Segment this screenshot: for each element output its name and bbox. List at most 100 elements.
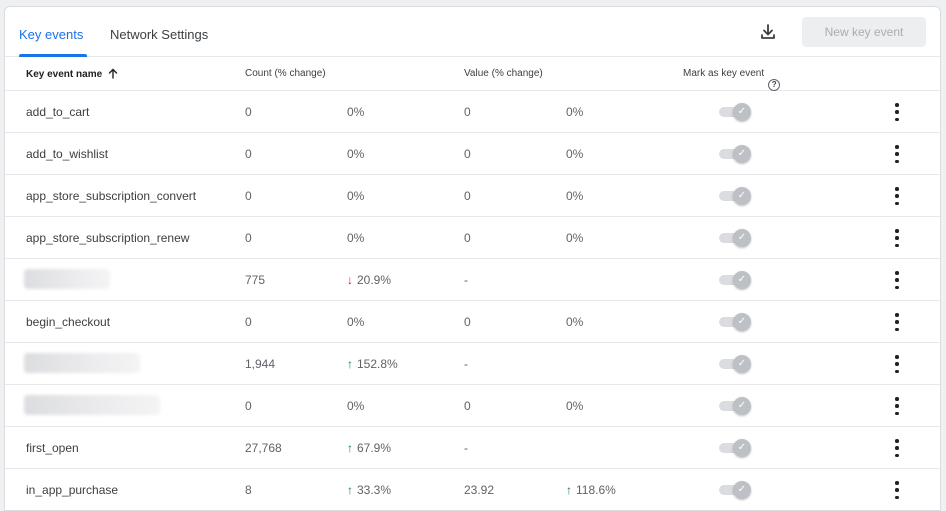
value-change-text: 118.6% [576,483,616,497]
count-change: ↓ 20.9% [347,273,391,287]
event-value: 0 [464,189,471,203]
check-icon: ✓ [733,103,751,121]
check-icon: ✓ [733,187,751,205]
tab-network-settings[interactable]: Network Settings [110,27,208,42]
arrow-up-icon [108,68,118,79]
redacted-event-name [24,269,110,289]
trend-up-icon: ↑ [347,357,353,371]
mark-as-key-event-toggle[interactable]: ✓ [719,145,751,163]
table-row[interactable]: in_app_purchase 8 ↑ 33.3% 23.92 ↑ 118.6% ✓ [5,469,940,510]
table-header: Key event name Count (% change) Value (%… [5,57,940,91]
more-vert-icon[interactable] [890,187,904,205]
trend-up-icon: ↑ [347,441,353,455]
more-vert-icon[interactable] [890,313,904,331]
count-change-text: 67.9% [357,441,392,455]
more-vert-icon[interactable] [890,355,904,373]
event-value: 0 [464,147,471,161]
mark-as-key-event-toggle[interactable]: ✓ [719,229,751,247]
tab-key-events[interactable]: Key events [19,27,87,57]
event-value: - [464,357,468,371]
new-key-event-button[interactable]: New key event [802,17,926,47]
trend-up-icon: ↑ [566,483,572,497]
mark-as-key-event-toggle[interactable]: ✓ [719,187,751,205]
mark-as-key-event-toggle[interactable]: ✓ [719,397,751,415]
mark-as-key-event-toggle[interactable]: ✓ [719,481,751,499]
mark-as-key-event-toggle[interactable]: ✓ [719,313,751,331]
mark-as-key-event-toggle[interactable]: ✓ [719,103,751,121]
event-value: 23.92 [464,483,495,497]
event-name: add_to_cart [26,105,90,119]
active-tab-indicator [19,54,87,57]
count-change-text: 20.9% [357,273,392,287]
check-icon: ✓ [733,355,751,373]
event-value: 0 [464,105,471,119]
event-count: 0 [245,189,252,203]
check-icon: ✓ [733,481,751,499]
event-value: 0 [464,315,471,329]
count-change: 0% [347,399,365,413]
column-header-name[interactable]: Key event name [26,68,118,80]
table-row[interactable]: app_store_subscription_convert 0 0% 0 0% ✓ [5,175,940,217]
event-name: add_to_wishlist [26,147,109,161]
mark-as-key-event-toggle[interactable]: ✓ [719,271,751,289]
redacted-event-name [24,395,160,415]
count-change-text: 152.8% [357,357,398,371]
check-icon: ✓ [733,145,751,163]
count-change: ↑ 67.9% [347,441,391,455]
table-row[interactable]: first_open 27,768 ↑ 67.9% - ✓ [5,427,940,469]
more-vert-icon[interactable] [890,481,904,499]
table-row[interactable]: 0 0% 0 0% ✓ [5,385,940,427]
count-change: 0% [347,147,365,161]
table-row[interactable]: 1,944 ↑ 152.8% - ✓ [5,343,940,385]
value-change: 0% [566,231,584,245]
check-icon: ✓ [733,313,751,331]
event-count: 0 [245,105,252,119]
check-icon: ✓ [733,439,751,457]
trend-up-icon: ↑ [347,483,353,497]
column-header-mark: Mark as key event? [683,68,781,91]
more-vert-icon[interactable] [890,397,904,415]
value-change: 0% [566,315,584,329]
table-row[interactable]: app_store_subscription_renew 0 0% 0 0% ✓ [5,217,940,259]
event-value: - [464,273,468,287]
download-icon[interactable] [757,21,779,43]
check-icon: ✓ [733,271,751,289]
value-change: 0% [566,399,584,413]
check-icon: ✓ [733,229,751,247]
event-value: 0 [464,231,471,245]
table-row[interactable]: add_to_cart 0 0% 0 0% ✓ [5,91,940,133]
more-vert-icon[interactable] [890,103,904,121]
event-name: in_app_purchase [26,483,119,497]
event-count: 0 [245,315,252,329]
value-change: 0% [566,189,584,203]
event-name: app_store_subscription_convert [26,189,197,203]
help-circle-icon[interactable]: ? [768,79,781,91]
column-header-name-label: Key event name [26,69,103,80]
event-value: - [464,441,468,455]
mark-as-key-event-toggle[interactable]: ✓ [719,439,751,457]
more-vert-icon[interactable] [890,271,904,289]
mark-as-key-event-toggle[interactable]: ✓ [719,355,751,373]
tab-bar: Key events Network Settings New key even… [5,7,940,57]
count-change: 0% [347,315,365,329]
check-icon: ✓ [733,397,751,415]
key-events-card: Key events Network Settings New key even… [4,6,941,511]
event-count: 0 [245,147,252,161]
event-count: 0 [245,399,252,413]
event-count: 27,768 [245,441,282,455]
table-row[interactable]: begin_checkout 0 0% 0 0% ✓ [5,301,940,343]
event-name: first_open [26,441,79,455]
value-change: 0% [566,147,584,161]
column-header-count[interactable]: Count (% change) [245,68,326,79]
tab-network-settings-label: Network Settings [110,27,209,42]
table-row[interactable]: 775 ↓ 20.9% - ✓ [5,259,940,301]
more-vert-icon[interactable] [890,229,904,247]
event-name: begin_checkout [26,315,111,329]
more-vert-icon[interactable] [890,145,904,163]
column-header-value[interactable]: Value (% change) [464,68,543,79]
tab-key-events-label: Key events [19,27,84,42]
trend-down-icon: ↓ [347,273,353,287]
table-row[interactable]: add_to_wishlist 0 0% 0 0% ✓ [5,133,940,175]
redacted-event-name [24,353,140,373]
more-vert-icon[interactable] [890,439,904,457]
